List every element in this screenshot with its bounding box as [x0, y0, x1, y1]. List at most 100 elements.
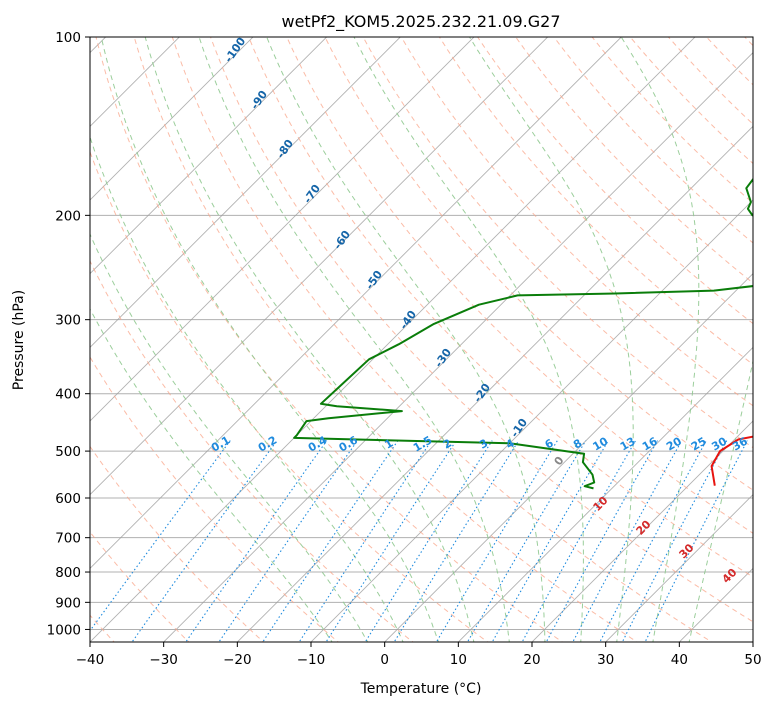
moist-adiabat-15	[198, 37, 510, 642]
moist-adiabat-label-3: -70	[301, 182, 323, 206]
isotherm-10	[457, 346, 753, 642]
dry-adiabat-80	[324, 37, 753, 491]
isotherm--50	[90, 37, 622, 569]
dry-adiabat--20	[90, 445, 265, 642]
isotherm-30	[605, 494, 753, 642]
y-axis-label: Pressure (hPa)	[11, 290, 27, 390]
dry-adiabat-100	[400, 37, 753, 407]
dry-adiabat-110	[438, 37, 753, 366]
mixing-ratio-label-7: 3	[477, 437, 490, 452]
mixing-ratio-label-6: 2	[441, 437, 454, 452]
isotherm--80	[90, 37, 401, 348]
mixing-ratio-line-4	[262, 440, 399, 642]
y-tick-label-8: 200	[55, 208, 81, 224]
isotherm--90	[90, 37, 328, 275]
y-tick-label-4: 600	[55, 491, 81, 507]
dry-adiabat-130	[515, 37, 753, 284]
mixing-ratio-line-14	[572, 440, 683, 642]
isotherm--70	[90, 37, 475, 422]
moist-adiabat-label-2: -80	[274, 137, 296, 161]
y-axis: 1000 900 800 700 600 500 400 300 200 100	[47, 30, 90, 638]
dry-adiabat-170	[667, 37, 753, 125]
moist-adiabat-label-7: -30	[432, 346, 454, 370]
x-tick-label-5: 10	[450, 652, 467, 668]
dry-adiabat-label-1: 20	[634, 517, 654, 537]
isotherm--20	[236, 125, 753, 642]
dewpoint-profile	[293, 177, 753, 490]
mixing-ratio-line-10	[466, 440, 587, 642]
dry-adiabat--10	[90, 356, 340, 642]
y-tick-label-5: 500	[55, 444, 81, 460]
y-tick-label-3: 700	[55, 531, 81, 547]
isotherm--30	[163, 52, 753, 642]
chart-title: wetPf2_KOM5.2025.232.21.09.G27	[281, 12, 560, 32]
moist-adiabat-40	[688, 358, 753, 642]
isotherm-20	[531, 420, 753, 642]
x-tick-label-9: 50	[744, 652, 761, 668]
mixing-ratio-line-1	[131, 440, 278, 642]
moist-adiabat-label-6: -40	[397, 308, 419, 332]
dry-adiabat-30	[133, 37, 638, 642]
y-tick-label-1: 900	[55, 595, 81, 611]
mixing-ratio-line-9	[435, 440, 558, 642]
mixing-ratio-line-13	[545, 440, 659, 642]
dry-adiabat-90	[362, 37, 753, 449]
x-tick-label-8: 40	[671, 652, 688, 668]
x-tick-label-6: 20	[523, 652, 540, 668]
dry-adiabat-200	[770, 24, 775, 645]
dry-adiabat-70	[286, 37, 753, 534]
mixing-ratio-line-12	[521, 440, 637, 642]
mixing-ratio-line-7	[364, 440, 493, 642]
isotherm--130	[0, 10, 59, 654]
y-tick-label-2: 800	[55, 565, 81, 581]
moist-adiabat-label-8: -20	[471, 381, 493, 405]
y-tick-label-0: 1000	[47, 622, 81, 638]
moist-adiabat-10	[144, 37, 475, 642]
isotherm--100	[90, 37, 254, 201]
mixing-ratio-line-16	[621, 440, 728, 642]
moist-adiabat--5	[90, 232, 369, 642]
dry-adiabat-190	[744, 37, 753, 47]
x-tick-label-0: −40	[76, 652, 105, 668]
mixing-ratio-line-2	[185, 440, 328, 642]
dry-adiabat-20	[95, 37, 564, 642]
mixing-ratio-line-6	[325, 440, 457, 642]
mixing-ratio-line-15	[599, 440, 707, 642]
moist-adiabat-label-1: -90	[248, 88, 270, 112]
moist-adiabat-5	[100, 37, 440, 642]
isotherm--60	[90, 37, 549, 496]
isobar-lines	[90, 37, 753, 630]
dry-adiabat-180	[705, 37, 753, 86]
profile-series	[293, 177, 753, 490]
isotherm--10	[310, 199, 753, 642]
x-axis: −40 −30 −20 −10 0 10 20 30 40 50	[76, 642, 762, 668]
moist-adiabat-label-5: -50	[363, 268, 385, 292]
x-tick-label-3: −10	[297, 652, 326, 668]
x-axis-label: Temperature (°C)	[360, 681, 482, 697]
moist-adiabat-35	[620, 37, 700, 642]
moist-adiabat-label-4: -60	[331, 228, 353, 252]
plot-area: 0.1 0.2 0.4 0.6 1 1.5 2 3 4 6 8 10 13 16 20 25 30 3610203…	[0, 10, 775, 654]
line-labels: 0.1 0.2 0.4 0.6 1 1.5 2 3 4 6 8 10 13 16 20 25 30 3610203…	[209, 35, 750, 586]
moist-adiabat-label-10: 0	[552, 454, 567, 468]
moist-adiabat-20	[266, 37, 546, 642]
isotherm-lines	[0, 10, 753, 654]
mixing-ratio-lines	[90, 440, 748, 642]
moist-adiabat-label-0: -100	[222, 35, 249, 65]
dry-adiabat-label-0: 10	[591, 494, 611, 514]
dry-adiabat-0	[90, 259, 414, 642]
dry-adiabat--30	[90, 531, 190, 642]
dry-adiabat-10	[90, 150, 489, 642]
moist-adiabat-30	[469, 37, 634, 642]
y-tick-label-9: 100	[55, 30, 81, 46]
y-tick-label-7: 300	[55, 313, 81, 329]
moist-adiabat-lines	[90, 37, 753, 642]
x-tick-label-1: −30	[149, 652, 178, 668]
dry-adiabat-lines	[90, 24, 775, 645]
dry-adiabat-60	[248, 37, 753, 578]
moist-adiabat-label-9: -10	[508, 416, 530, 440]
mixing-ratio-line-0	[90, 440, 231, 632]
dry-adiabat-120	[477, 37, 753, 325]
plot-frame	[89, 36, 754, 643]
